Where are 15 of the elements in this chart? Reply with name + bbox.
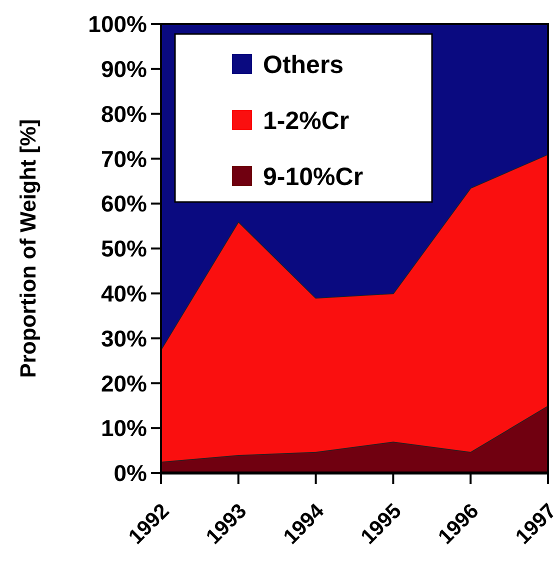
y-tick-label: 0% bbox=[114, 460, 147, 486]
y-axis-title: Proportion of Weight [%] bbox=[16, 119, 41, 378]
legend-label: Others bbox=[263, 50, 344, 79]
y-tick-label: 100% bbox=[88, 11, 147, 38]
y-tick-label: 90% bbox=[100, 56, 147, 82]
y-tick-label: 20% bbox=[100, 370, 147, 396]
y-tick-label: 30% bbox=[100, 325, 147, 352]
y-tick-label: 70% bbox=[100, 146, 147, 172]
legend-label: 9-10%Cr bbox=[263, 162, 364, 191]
y-tick-label: 50% bbox=[100, 236, 147, 262]
y-tick-label: 40% bbox=[100, 280, 147, 306]
y-tick-label: 10% bbox=[100, 415, 147, 442]
y-tick-label: 60% bbox=[100, 190, 147, 217]
y-tick-label: 80% bbox=[100, 100, 147, 127]
legend-label: 1-2%Cr bbox=[263, 106, 350, 135]
